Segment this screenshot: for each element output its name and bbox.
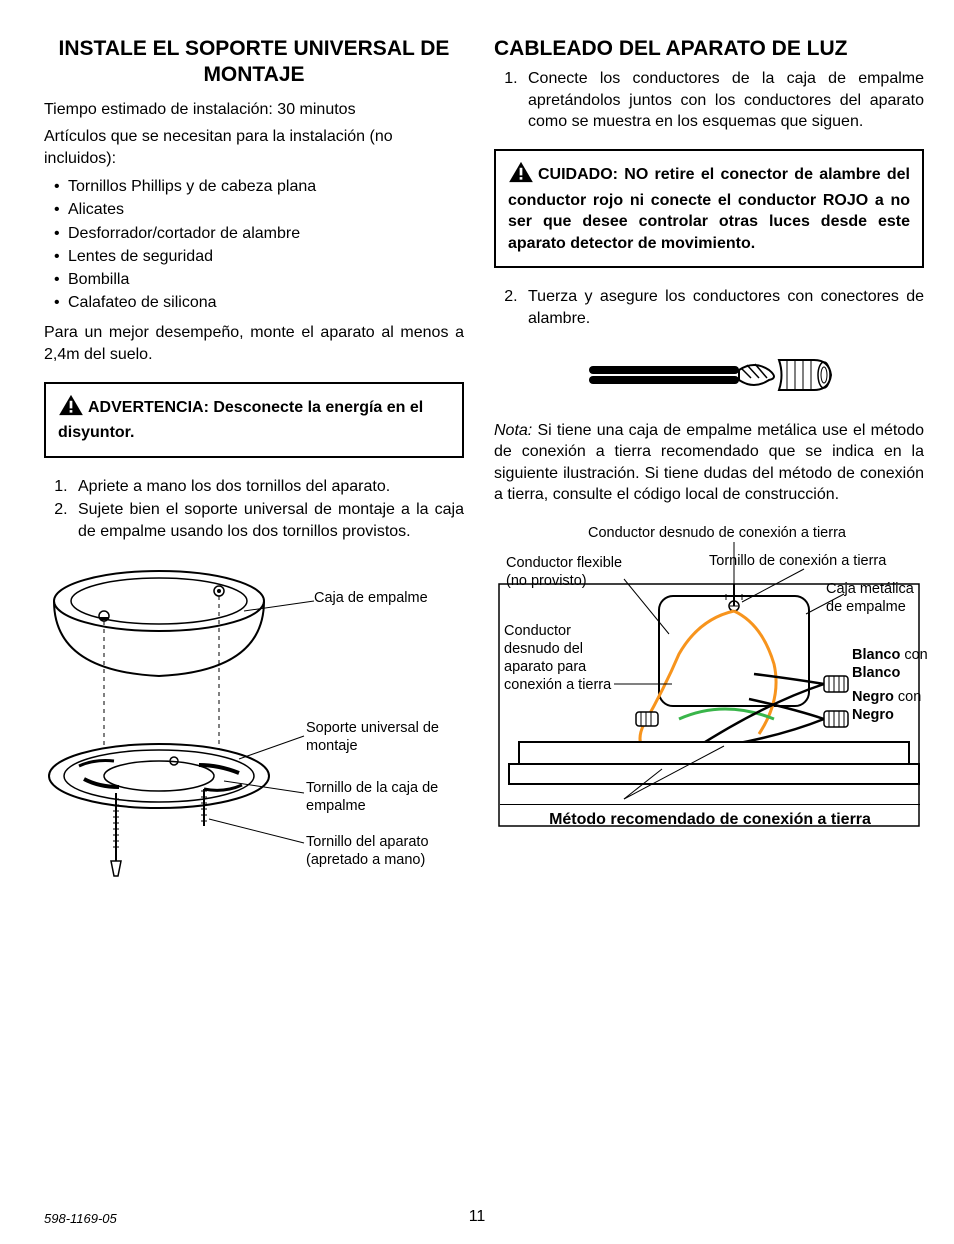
left-steps: Apriete a mano los dos tornillos del apa… (44, 476, 464, 543)
step-item: Conecte los conductores de la caja de em… (522, 68, 924, 133)
install-time: Tiempo estimado de instalación: 30 minut… (44, 99, 464, 121)
list-item: Lentes de seguridad (54, 245, 464, 268)
label-junction-box: Caja de empalme (314, 589, 428, 607)
right-steps-1: Conecte los conductores de la caja de em… (494, 68, 924, 133)
label-metal-box: Caja metálica de empalme (826, 580, 926, 616)
step-item: Sujete bien el soporte universal de mont… (72, 499, 464, 542)
list-item: Desforrador/cortador de alambre (54, 222, 464, 245)
height-note: Para un mejor desempeño, monte el aparat… (44, 322, 464, 365)
list-item: Bombilla (54, 268, 464, 291)
label-fixture-ground: Conductor desnudo del aparato para conex… (504, 622, 614, 695)
list-item: Alicates (54, 198, 464, 221)
right-title: CABLEADO DEL APARATO DE LUZ (494, 36, 924, 62)
wiring-diagram: Conductor desnudo de conexión a tierra C… (494, 524, 924, 844)
warning-icon (58, 394, 84, 423)
right-steps-2: Tuerza y asegure los conductores con con… (494, 286, 924, 329)
label-bracket: Soporte universal de montaje (306, 719, 456, 755)
mounting-diagram: Caja de empalme Soporte universal de mon… (44, 561, 464, 911)
items-intro: Artículos que se necesitan para la insta… (44, 126, 464, 169)
wire-nut-diagram (494, 348, 924, 398)
list-item: Calafateo de silicona (54, 291, 464, 314)
step-item: Apriete a mano los dos tornillos del apa… (72, 476, 464, 498)
page-number: 11 (469, 1208, 486, 1226)
doc-number: 598-1169-05 (44, 1211, 117, 1226)
label-flex-lead: Conductor flexible (no provisto) (506, 554, 646, 590)
label-fixture-screw: Tornillo del aparato (apretado a mano) (306, 833, 476, 869)
label-bare-ground: Conductor desnudo de conexión a tierra (572, 524, 862, 542)
page-footer: 598-1169-05 11 (44, 1211, 910, 1226)
warning-icon (508, 161, 534, 190)
label-black: Negro con Negro (852, 688, 932, 724)
warning-box-left: ADVERTENCIA: Desconecte la energía en el… (44, 382, 464, 458)
label-box-screw: Tornillo de la caja de empalme (306, 779, 466, 815)
list-item: Tornillos Phillips y de cabeza plana (54, 175, 464, 198)
warning-text: ADVERTENCIA: Desconecte la energía en el… (58, 399, 423, 442)
label-ground-screw: Tornillo de conexión a tierra (709, 552, 909, 570)
left-column: INSTALE EL SOPORTE UNIVERSAL DE MONTAJE … (44, 36, 464, 911)
step-item: Tuerza y asegure los conductores con con… (522, 286, 924, 329)
caution-box: CUIDADO: NO retire el conector de alambr… (494, 149, 924, 268)
items-list: Tornillos Phillips y de cabeza plana Ali… (44, 175, 464, 314)
ground-method-caption: Método recomendado de conexión a tierra (500, 800, 920, 829)
caution-text: CUIDADO: NO retire el conector de alambr… (508, 166, 910, 252)
left-title: INSTALE EL SOPORTE UNIVERSAL DE MONTAJE (44, 36, 464, 89)
right-column: CABLEADO DEL APARATO DE LUZ Conecte los … (494, 36, 924, 911)
grounding-note: Nota: Si tiene una caja de empalme metál… (494, 420, 924, 506)
label-white: Blanco con Blanco (852, 646, 932, 682)
